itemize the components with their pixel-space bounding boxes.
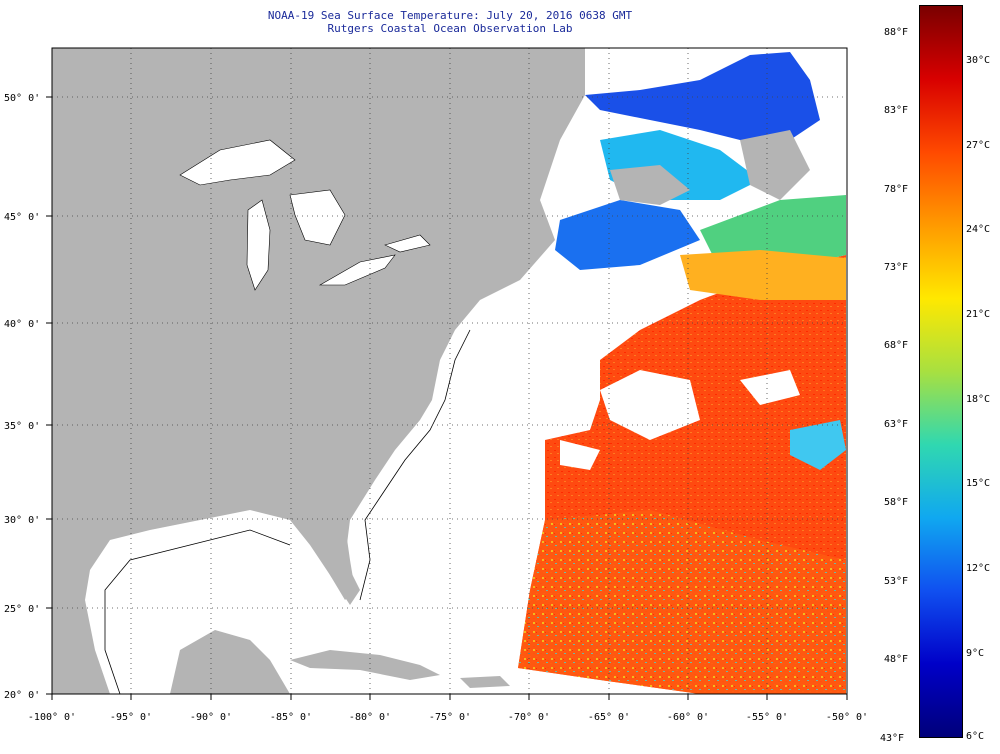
lake-superior: [179, 139, 296, 186]
colorbar-c-label: 9°C: [966, 648, 985, 659]
cloud-patch: [560, 440, 600, 470]
lat-label: 45° 0': [4, 212, 40, 223]
lon-label: -70° 0': [508, 712, 550, 723]
colorbar: [919, 5, 963, 738]
colorbar-f-label: 78°F: [884, 184, 909, 195]
sst-cool-patch: [790, 420, 846, 470]
colorbar-c-label: 21°C: [966, 309, 991, 320]
lake-michigan: [246, 199, 271, 291]
lon-label: -50° 0': [826, 712, 868, 723]
colorbar-c-label: 12°C: [966, 563, 991, 574]
colorbar-f-label: 48°F: [884, 654, 909, 665]
lon-label: -55° 0': [746, 712, 788, 723]
colorbar-f-label: 53°F: [884, 576, 909, 587]
land-cuba: [290, 650, 440, 680]
lat-label: 50° 0': [4, 93, 40, 104]
sst-mid-north: [700, 195, 846, 270]
lat-label: 25° 0': [4, 604, 40, 615]
lon-label: -65° 0': [588, 712, 630, 723]
lon-label: -85° 0': [270, 712, 312, 723]
land-north-america: [52, 48, 585, 694]
lat-label: 30° 0': [4, 515, 40, 526]
sst-cold-north-3: [555, 200, 700, 270]
land-yucatan: [170, 630, 290, 694]
land-hispaniola: [460, 676, 510, 688]
cloud-patch: [740, 370, 800, 405]
land-newfoundland: [740, 130, 810, 200]
lon-label: -100° 0': [28, 712, 76, 723]
colorbar-f-label: 43°F: [880, 733, 905, 744]
lake-huron: [289, 189, 346, 246]
colorbar-c-label: 24°C: [966, 224, 991, 235]
lon-label: -60° 0': [667, 712, 709, 723]
colorbar-c-label: 6°C: [966, 731, 985, 742]
colorbar-f-label: 73°F: [884, 262, 909, 273]
colorbar-c-label: 30°C: [966, 55, 991, 66]
lon-label: -90° 0': [190, 712, 232, 723]
lon-label: -75° 0': [429, 712, 471, 723]
sst-mixed-region: [518, 510, 846, 694]
colorbar-c-label: 27°C: [966, 140, 991, 151]
colorbar-f-label: 83°F: [884, 105, 909, 116]
lat-label: 20° 0': [4, 690, 40, 701]
lon-label: -80° 0': [349, 712, 391, 723]
tick-marks: [46, 96, 848, 700]
colorbar-c-label: 18°C: [966, 394, 991, 405]
depth-contour: [104, 329, 471, 694]
lake-erie: [318, 254, 396, 286]
sst-mid-north-2: [680, 250, 846, 300]
lat-label: 35° 0': [4, 421, 40, 432]
cloud-patch: [600, 370, 700, 440]
colorbar-f-label: 88°F: [884, 27, 909, 38]
colorbar-f-label: 63°F: [884, 419, 909, 430]
map-subtitle: Rutgers Coastal Ocean Observation Lab: [327, 22, 573, 35]
lat-label: 40° 0': [4, 319, 40, 330]
colorbar-f-label: 58°F: [884, 497, 909, 508]
land-maritimes: [610, 165, 690, 205]
sst-cold-north: [585, 52, 820, 140]
map-title: NOAA-19 Sea Surface Temperature: July 20…: [267, 9, 633, 22]
land-florida: [315, 520, 355, 600]
lake-ontario: [384, 234, 431, 253]
colorbar-c-label: 15°C: [966, 478, 991, 489]
lon-label: -95° 0': [110, 712, 152, 723]
sst-map: 50° 0' 45° 0' 40° 0' 35° 0' 30° 0' 25° 0…: [4, 47, 868, 723]
colorbar-f-label: 68°F: [884, 340, 909, 351]
